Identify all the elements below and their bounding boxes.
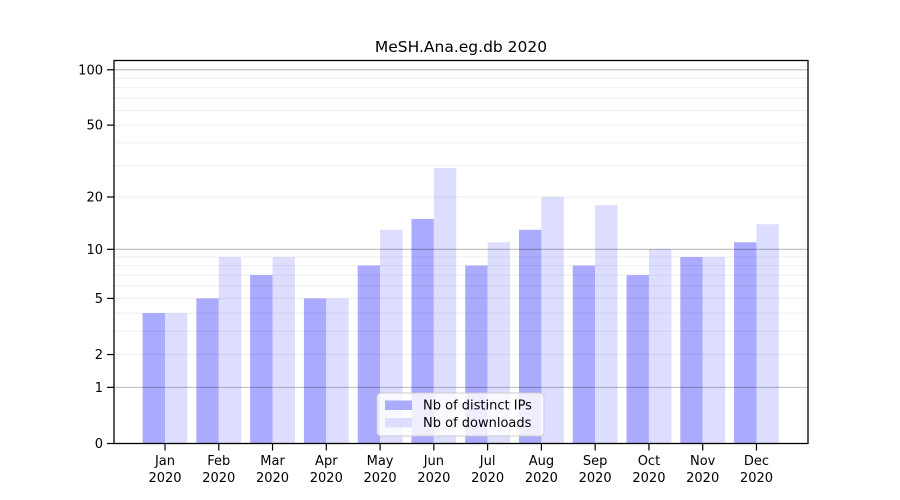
- x-tick-label-year: 2020: [148, 471, 181, 486]
- plot-border: [113, 59, 809, 445]
- x-tick-label-month: Feb: [207, 454, 230, 469]
- x-tick-label-month: May: [367, 454, 394, 469]
- y-tick-label: 2: [95, 348, 103, 363]
- bar: [433, 168, 457, 444]
- x-tick-label-month: Sep: [583, 454, 608, 469]
- x-tick-label-year: 2020: [202, 471, 235, 486]
- x-tick-label-month: Mar: [260, 454, 285, 469]
- x-tick-label-month: Jul: [479, 454, 496, 469]
- x-tick-label-year: 2020: [740, 471, 773, 486]
- y-tick-label: 50: [86, 119, 103, 134]
- bar: [626, 275, 649, 444]
- bar: [680, 257, 703, 444]
- legend-swatch: [385, 418, 412, 428]
- y-tick-label: 0: [95, 437, 103, 452]
- y-tick-label: 100: [78, 63, 103, 78]
- plot-frame: [113, 59, 809, 445]
- x-tick-label-month: Aug: [529, 454, 554, 469]
- bar: [541, 196, 564, 444]
- bar: [196, 298, 219, 444]
- bar: [648, 249, 672, 444]
- bar: [572, 265, 596, 444]
- y-tick-label: 10: [86, 243, 103, 258]
- bar: [518, 229, 542, 444]
- x-tick-label-year: 2020: [256, 471, 289, 486]
- grid-layer: [114, 69, 808, 388]
- legend-swatch: [385, 400, 412, 410]
- x-tick-label-year: 2020: [632, 471, 665, 486]
- bar: [411, 218, 434, 444]
- x-tick-label-year: 2020: [417, 471, 450, 486]
- bar: [734, 242, 757, 444]
- x-tick-label-year: 2020: [579, 471, 612, 486]
- legend-label: Nb of downloads: [423, 416, 532, 431]
- bar: [326, 298, 349, 444]
- bar: [380, 229, 403, 444]
- x-tick-label-month: Dec: [744, 454, 769, 469]
- bar: [303, 298, 327, 444]
- x-tick-label-year: 2020: [364, 471, 397, 486]
- legend-box: [376, 392, 545, 437]
- x-tick-label-month: Apr: [315, 454, 338, 469]
- bar: [595, 205, 618, 444]
- x-tick-label-year: 2020: [471, 471, 504, 486]
- bar: [357, 265, 381, 444]
- legend: Nb of distinct IPs Nb of downloads: [376, 392, 545, 437]
- bar: [702, 257, 726, 444]
- bar: [250, 275, 273, 444]
- legend-label: Nb of distinct IPs: [423, 399, 532, 414]
- bar: [272, 257, 295, 444]
- bar: [756, 224, 779, 444]
- bar: [142, 313, 165, 444]
- x-tick-label-month: Jan: [154, 454, 175, 469]
- x-tick-label-month: Jun: [423, 454, 444, 469]
- y-tick-label: 1: [95, 381, 103, 396]
- y-tick-label: 5: [95, 292, 103, 307]
- x-tick-label-year: 2020: [525, 471, 558, 486]
- bar: [218, 257, 242, 444]
- x-tick-label-year: 2020: [310, 471, 343, 486]
- x-tick-label-month: Oct: [638, 454, 660, 469]
- x-tick-label-month: Nov: [690, 454, 716, 469]
- y-tick-label: 20: [86, 191, 103, 206]
- chart-title: MeSH.Ana.eg.db 2020: [375, 38, 547, 56]
- axis-ticks-and-labels: 0 1 2 5 10 20 50 100 Jan 2020 Feb 2020 Mar 2020 Apr 202…: [78, 63, 773, 486]
- bar: [165, 313, 188, 444]
- x-tick-label-year: 2020: [686, 471, 719, 486]
